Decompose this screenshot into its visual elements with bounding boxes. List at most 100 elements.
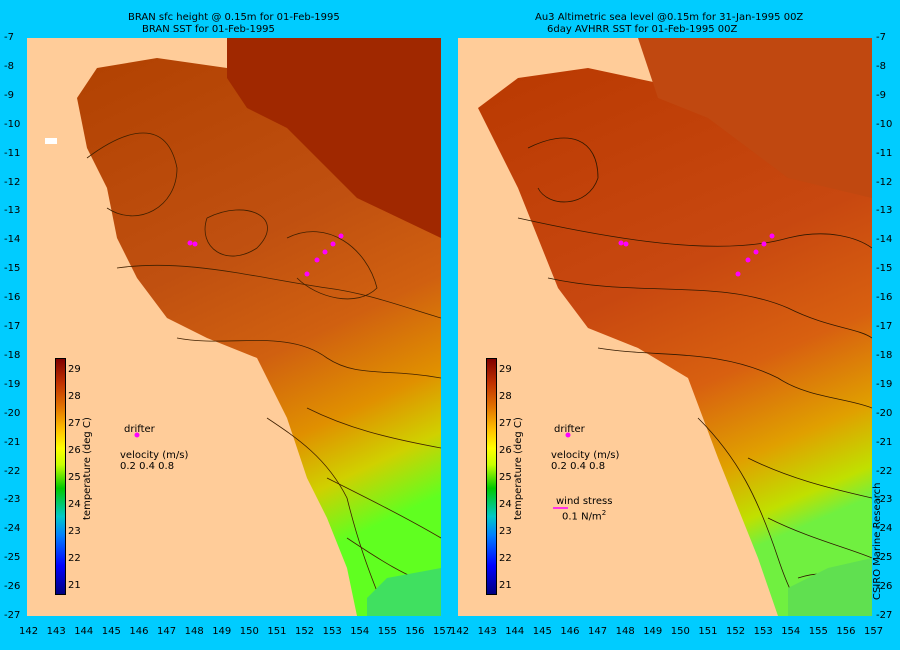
colorbar-tick: 22 [499,553,512,564]
lat-label: -9 [4,89,14,101]
lon-label: 151 [267,626,287,637]
lat-label: -26 [876,581,893,593]
lon-label: 145 [532,626,552,637]
colorbar-tick: 26 [499,445,512,456]
lon-label: 152 [295,626,315,637]
wind-stress-exponent: 2 [601,509,607,517]
lon-label: 156 [836,626,856,637]
lat-label: -27 [4,610,21,621]
lat-label: -19 [876,378,893,390]
lat-label: -17 [876,321,893,332]
colorbar-tick: 23 [499,526,512,537]
colorbar-tick: 27 [499,418,512,429]
wind-stress-value-text: 0.1 N/m [562,511,602,523]
lon-label: 149 [643,626,663,637]
lat-label: -23 [876,494,893,506]
lon-label: 152 [726,626,746,637]
lat-label: -15 [4,263,21,275]
lat-label: -18 [876,349,893,361]
lat-label: -12 [4,176,21,188]
colorbar-tick: 23 [68,526,81,537]
lat-label: -22 [4,465,21,477]
lat-label: -25 [4,552,21,564]
lat-label: -11 [876,147,893,159]
right-title-line2: 6day AVHRR SST for 01-Feb-1995 00Z [547,24,738,35]
velocity-scale-left: 0.2 0.4 0.8 [120,461,175,472]
lon-label: 150 [670,626,690,637]
lon-label: 154 [781,626,801,637]
colorbar-tick: 22 [68,553,81,564]
colorbar-right [486,358,497,595]
lat-label: -26 [4,581,21,593]
lat-label: -24 [4,523,21,535]
colorbar-label-left: temperature (deg C) [82,417,93,520]
lat-label: -11 [4,147,21,159]
lon-label: 144 [74,626,94,637]
colorbar-tick: 27 [68,418,81,429]
cool-southeast-right [788,558,872,616]
lon-label: 155 [377,626,397,637]
lat-label: -15 [876,263,893,275]
lon-label: 154 [350,626,370,637]
lat-label: -17 [4,321,21,332]
right-title: Au3 Altimetric sea level @0.15m for 31-J… [535,12,803,36]
lat-label: -9 [876,89,886,101]
lon-label: 143 [46,626,66,637]
drifter-label-left: drifter [124,424,155,435]
left-title-line1: BRAN sfc height @ 0.15m for 01-Feb-1995 [128,12,340,23]
lat-label: -27 [876,610,893,621]
lon-label: 146 [129,626,149,637]
left-title: BRAN sfc height @ 0.15m for 01-Feb-1995 … [128,12,340,36]
lat-label: -16 [876,292,893,304]
lat-label: -13 [4,205,21,217]
velocity-label-left: velocity (m/s) [120,450,189,461]
warm-north-right [638,38,872,198]
lat-label: -16 [4,292,21,304]
lat-label: -12 [876,176,893,188]
velocity-label-right: velocity (m/s) [551,450,620,461]
colorbar-tick: 21 [68,580,81,591]
lat-label: -23 [4,494,21,506]
wind-stress-label: wind stress [556,496,613,507]
right-map-panel [458,38,872,616]
lon-label: 153 [753,626,773,637]
lon-label: 142 [19,626,39,637]
lon-label: 150 [239,626,259,637]
right-map-svg [458,38,872,616]
colorbar-tick: 25 [68,472,81,483]
lon-label: 147 [588,626,608,637]
lon-label: 151 [698,626,718,637]
lat-label: -22 [876,465,893,477]
lon-label: 145 [101,626,121,637]
lon-label: 157 [864,626,884,637]
lon-label: 142 [450,626,470,637]
lat-label: -8 [876,60,886,72]
lat-label: -14 [4,234,21,246]
lon-label: 155 [808,626,828,637]
lat-label: -21 [876,436,893,448]
lat-label: -24 [876,523,893,535]
wind-stress-value: 0.1 N/m2 [562,509,606,522]
colorbar-tick: 29 [68,364,81,375]
lat-label: -20 [876,407,893,419]
lon-label: 143 [477,626,497,637]
lon-label: 148 [615,626,635,637]
ocean-sst-right [478,48,872,616]
drifter-marks-right [565,233,775,438]
velocity-scale-right: 0.2 0.4 0.8 [551,461,606,472]
lat-label: -10 [876,118,893,130]
colorbar-tick: 29 [499,364,512,375]
lon-label: 144 [505,626,525,637]
island-shape [45,138,57,144]
lat-label: -21 [4,436,21,448]
left-map-svg [27,38,441,616]
left-map-panel [27,38,441,616]
colorbar-tick: 21 [499,580,512,591]
lat-label: -14 [876,234,893,246]
lat-label: -8 [4,60,14,72]
lat-label: -25 [876,552,893,564]
colorbar-tick: 24 [68,499,81,510]
lon-label: 149 [212,626,232,637]
right-title-line1: Au3 Altimetric sea level @0.15m for 31-J… [535,12,804,23]
lon-label: 147 [157,626,177,637]
